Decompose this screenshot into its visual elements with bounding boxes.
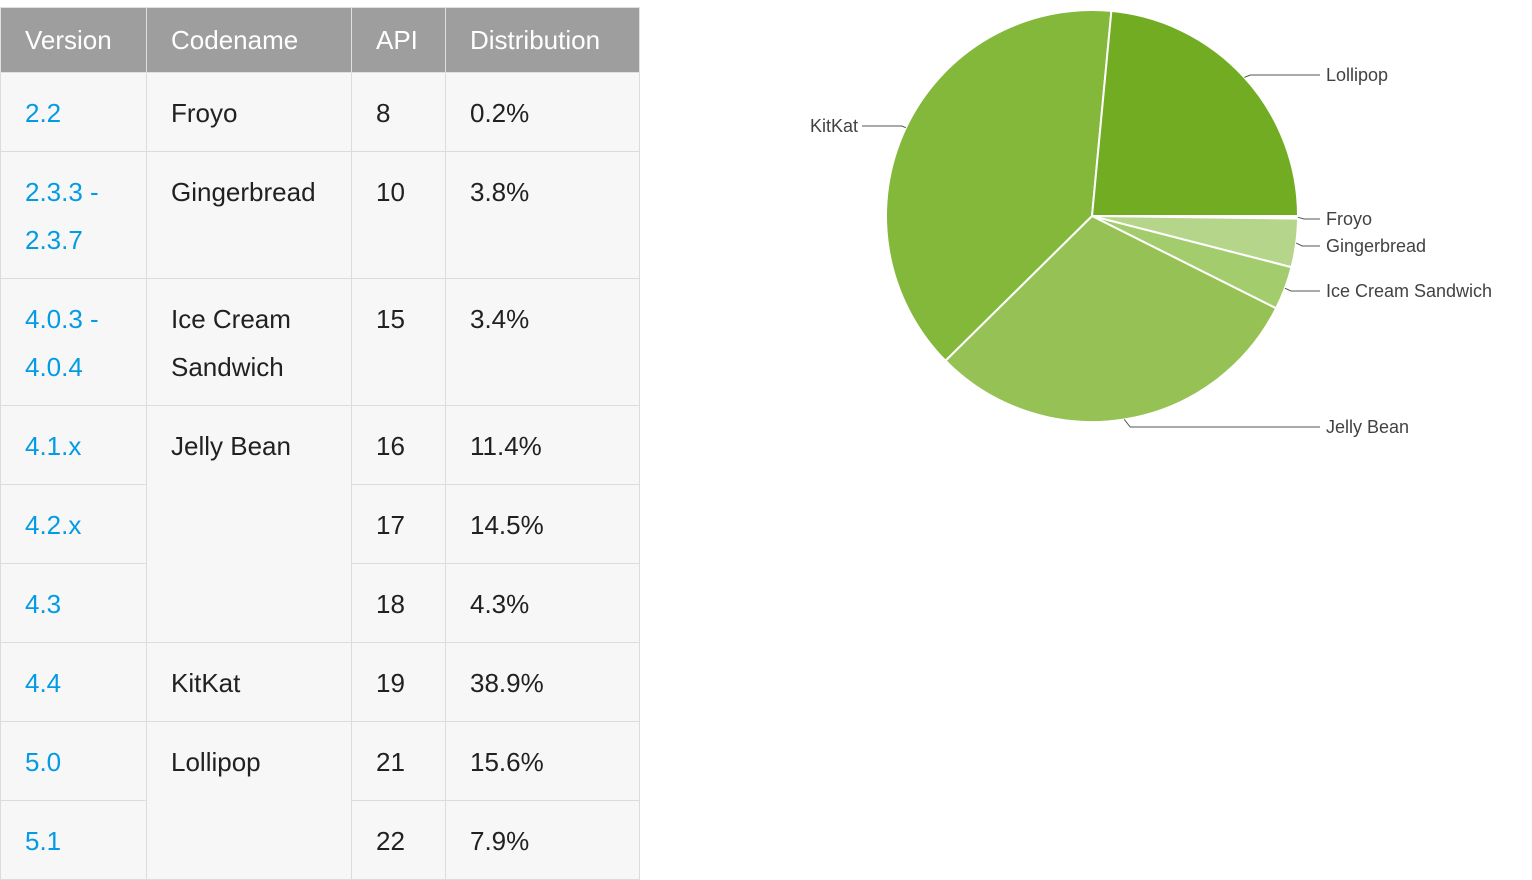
pie-label-lollipop: Lollipop: [1326, 65, 1388, 85]
api-cell: 15: [351, 278, 446, 406]
table-row: 4.2.x 17 14.5%: [0, 484, 640, 564]
table-row: 2.2 Froyo 8 0.2%: [0, 72, 640, 152]
pie-leader-lines: [862, 74, 1320, 428]
version-link[interactable]: 4.0.3 -4.0.4: [0, 278, 147, 406]
table-row: 4.1.x Jelly Bean 16 11.4%: [0, 405, 640, 643]
header-codename: Codename: [146, 7, 352, 73]
header-api: API: [351, 7, 446, 73]
leader-line-ice-cream-sandwich: [1284, 287, 1320, 292]
version-link[interactable]: 4.1.x: [0, 405, 147, 485]
api-cell: 21: [351, 721, 446, 801]
pie-slice-kitkat: [885, 9, 1113, 363]
pie-slice-lollipop: [1090, 9, 1300, 217]
table-row: 2.3.3 -2.3.7 Gingerbread 10 3.8%: [0, 151, 640, 279]
api-cell: 10: [351, 151, 446, 279]
codename-cell: Jelly Bean: [146, 405, 352, 643]
api-cell: 18: [351, 563, 446, 643]
version-link[interactable]: 2.2: [0, 72, 147, 152]
header-distribution: Distribution: [445, 7, 640, 73]
distribution-table: Version Codename API Distribution 2.2 Fr…: [0, 7, 640, 880]
codename-cell: Lollipop: [146, 721, 352, 880]
distribution-cell: 7.9%: [445, 800, 640, 880]
leader-line-kitkat: [862, 125, 907, 129]
leader-line-gingerbread: [1295, 242, 1320, 247]
codename-cell: KitKat: [146, 642, 352, 722]
api-cell: 22: [351, 800, 446, 880]
table-row: 4.4 KitKat 19 38.9%: [0, 642, 640, 722]
leader-line-jelly-bean: [1123, 419, 1320, 428]
pie-label-jelly-bean: Jelly Bean: [1326, 417, 1409, 437]
distribution-cell: 15.6%: [445, 721, 640, 801]
distribution-cell: 11.4%: [445, 405, 640, 485]
api-cell: 8: [351, 72, 446, 152]
api-cell: 19: [351, 642, 446, 722]
version-link[interactable]: 5.1: [0, 800, 147, 880]
leader-line-lollipop: [1244, 74, 1320, 78]
leader-line-froyo: [1297, 216, 1320, 220]
distribution-cell: 4.3%: [445, 563, 640, 643]
pie-slice-jelly-bean: [944, 214, 1278, 423]
pie-label-ice-cream-sandwich: Ice Cream Sandwich: [1326, 281, 1492, 301]
distribution-cell: 38.9%: [445, 642, 640, 722]
pie-slices: [885, 9, 1300, 423]
pie-label-kitkat: KitKat: [810, 116, 858, 136]
distribution-cell: 3.4%: [445, 278, 640, 406]
codename-cell: Gingerbread: [146, 151, 352, 279]
table-header-row: Version Codename API Distribution: [0, 7, 640, 73]
codename-cell: Froyo: [146, 72, 352, 152]
pie-label-froyo: Froyo: [1326, 209, 1372, 229]
version-link[interactable]: 2.3.3 -2.3.7: [0, 151, 147, 279]
version-link[interactable]: 4.2.x: [0, 484, 147, 564]
distribution-cell: 0.2%: [445, 72, 640, 152]
distribution-cell: 14.5%: [445, 484, 640, 564]
pie-label-gingerbread: Gingerbread: [1326, 236, 1426, 256]
api-cell: 17: [351, 484, 446, 564]
table-row: 4.3 18 4.3%: [0, 563, 640, 643]
distribution-cell: 3.8%: [445, 151, 640, 279]
version-link[interactable]: 4.3: [0, 563, 147, 643]
table-row: 5.0 Lollipop 21 15.6%: [0, 721, 640, 880]
codename-cell: Ice Cream Sandwich: [146, 278, 352, 406]
api-cell: 16: [351, 405, 446, 485]
header-version: Version: [0, 7, 147, 73]
distribution-pie-chart: Froyo Gingerbread Ice Cream Sandwich Jelly …: [810, 9, 1492, 437]
version-link[interactable]: 5.0: [0, 721, 147, 801]
pie-labels: Froyo Gingerbread Ice Cream Sandwich Jelly …: [810, 65, 1492, 437]
table-row: 4.0.3 -4.0.4 Ice Cream Sandwich 15 3.4%: [0, 278, 640, 406]
version-link[interactable]: 4.4: [0, 642, 147, 722]
